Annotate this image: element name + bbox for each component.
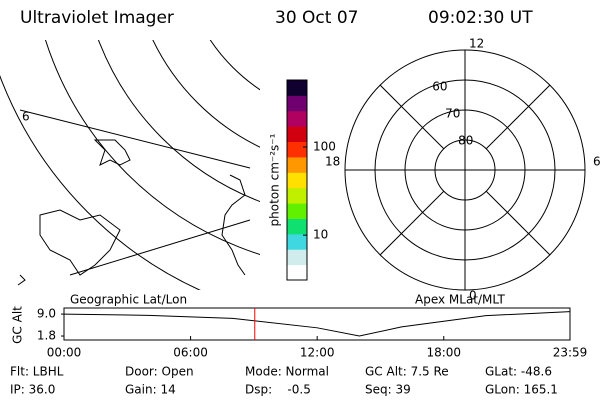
colorbar-band: [287, 249, 307, 266]
status-field: GLat: -48.6: [485, 365, 552, 379]
left-caption: Geographic Lat/Lon: [70, 293, 187, 307]
polar-ring-label: 70: [445, 106, 460, 120]
time: 09:02:30 UT: [428, 8, 533, 28]
colorbar-band: [287, 218, 307, 235]
x-tick-label: 00:00: [47, 346, 82, 360]
x-tick-label: 18:00: [426, 346, 461, 360]
colorbar-label: photon cm⁻²s⁻¹: [268, 133, 282, 226]
status-field: GLon: 165.1: [485, 383, 558, 397]
colorbar-tick-label: 10: [313, 228, 328, 242]
timeline-frame: [63, 307, 571, 341]
x-tick-label: 23:59: [553, 346, 588, 360]
polar-spoke: [379, 84, 445, 150]
polar-spoke: [485, 84, 551, 150]
altitude-line: [63, 311, 571, 337]
polar-spoke: [485, 190, 551, 256]
status-field: GC Alt: 7.5 Re: [365, 365, 449, 379]
colorbar-band: [287, 233, 307, 250]
date: 30 Oct 07: [275, 8, 358, 28]
polar-mlt-label: 0: [469, 289, 477, 303]
colorbar-band: [287, 126, 307, 143]
status-field: Gain: 14: [125, 383, 176, 397]
status-field: Seq: 39: [365, 383, 411, 397]
colorbar-band: [287, 110, 307, 127]
y-tick-label: 9.0: [37, 307, 56, 321]
title: Ultraviolet Imager: [20, 8, 174, 28]
map-label: 6: [22, 110, 30, 124]
colorbar-band: [287, 156, 307, 173]
x-tick-label: 12:00: [300, 346, 335, 360]
colorbar-band: [287, 95, 307, 112]
status-field: Door: Open: [125, 365, 194, 379]
colorbar-band: [287, 203, 307, 219]
polar-mlt-label: 6: [593, 155, 600, 169]
colorbar-band: [287, 141, 307, 158]
colorbar-band: [287, 187, 307, 204]
map: [0, 40, 260, 290]
colorbar-frame: [286, 79, 308, 281]
polar-ring: [434, 139, 496, 201]
x-tick-label: 06:00: [173, 346, 208, 360]
colorbar-band: [287, 80, 307, 96]
polar-ring-label: 60: [432, 79, 447, 93]
polar-ring: [404, 109, 526, 231]
status-field: Dsp: -0.5: [245, 383, 311, 397]
polar-mlt-label: 18: [325, 155, 340, 169]
polar-ring-label: 80: [458, 133, 473, 147]
polar-ring: [374, 79, 556, 261]
colorbar-band: [287, 172, 307, 189]
status-field: Flt: LBHL: [10, 365, 64, 379]
status-field: Mode: Normal: [245, 365, 329, 379]
y-axis-label: GC Alt: [11, 306, 25, 344]
right-caption: Apex MLat/MLT: [415, 293, 505, 307]
polar-mlt-label: 12: [469, 37, 484, 51]
polar-spoke: [379, 190, 445, 256]
y-tick-label: 1.8: [37, 329, 56, 343]
colorbar-band: [287, 264, 307, 281]
status-field: IP: 36.0: [10, 383, 55, 397]
colorbar-tick-label: 100: [313, 139, 336, 153]
